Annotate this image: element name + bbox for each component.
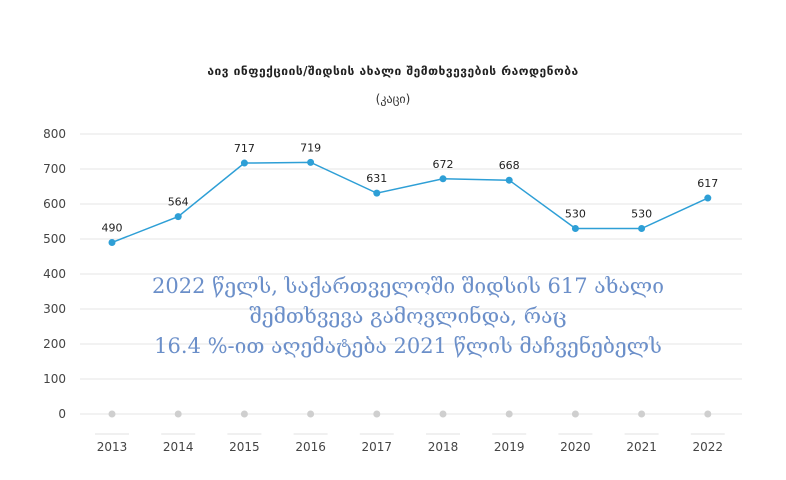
x-axis-dot <box>704 410 712 418</box>
data-label: 717 <box>234 142 255 155</box>
overlay-line-2: შემთხვევა გამოვლინდა, რაც <box>249 304 567 328</box>
data-point <box>108 239 116 246</box>
data-label: 617 <box>697 177 718 190</box>
overlay-line-3: 16.4 %-ით აღემატება 2021 წლის მაჩვენებელ… <box>154 334 662 358</box>
x-tick-label: 2020 <box>560 440 591 454</box>
x-tick-label: 2017 <box>362 440 393 454</box>
x-axis-dot <box>505 410 513 418</box>
x-axis-dot <box>638 410 646 418</box>
data-point <box>571 225 579 232</box>
x-axis-dot <box>307 410 315 418</box>
data-label: 564 <box>168 196 189 209</box>
y-tick-label: 400 <box>43 267 66 281</box>
y-tick-label: 600 <box>43 197 66 211</box>
data-point <box>439 175 447 183</box>
data-point <box>373 189 381 197</box>
data-label: 719 <box>300 141 321 154</box>
x-axis-dot <box>108 410 116 418</box>
x-tick-label: 2021 <box>626 440 657 454</box>
data-label: 672 <box>433 158 454 171</box>
y-tick-label: 200 <box>43 337 66 351</box>
y-tick-label: 0 <box>58 407 66 421</box>
data-point <box>638 225 646 232</box>
x-tick-label: 2015 <box>229 440 260 454</box>
x-axis-dot <box>373 410 381 418</box>
data-point <box>505 176 513 184</box>
overlay-line-1: 2022 წელს, საქართველოში შიდსის 617 ახალი <box>152 274 664 298</box>
y-tick-label: 300 <box>43 302 66 316</box>
data-point <box>240 159 248 167</box>
data-label: 530 <box>565 208 586 221</box>
y-tick-label: 800 <box>43 127 66 141</box>
series-line <box>111 161 709 244</box>
x-tick-label: 2016 <box>295 440 326 454</box>
y-tick-label: 500 <box>43 232 66 246</box>
data-point <box>174 213 182 221</box>
data-point <box>307 158 315 166</box>
chart-title: აივ ინფექციის/შიდსის ახალი შემთხვევების … <box>207 64 579 78</box>
x-tick-label: 2022 <box>693 440 724 454</box>
y-tick-label: 700 <box>43 162 66 176</box>
x-axis-dot <box>174 410 182 418</box>
x-tick-label: 2013 <box>97 440 128 454</box>
data-label: 490 <box>102 222 123 235</box>
x-tick-label: 2018 <box>428 440 459 454</box>
x-axis-dot <box>240 410 248 418</box>
x-axis-dot <box>571 410 579 418</box>
x-tick-label: 2014 <box>163 440 194 454</box>
data-label: 631 <box>366 172 387 185</box>
overlay-caption: 2022 წელს, საქართველოში შიდსის 617 ახალი… <box>103 271 713 361</box>
chart-subtitle: (კაცი) <box>375 92 411 106</box>
data-label: 668 <box>499 159 520 172</box>
data-label: 530 <box>631 208 652 221</box>
x-axis-dot <box>439 410 447 418</box>
y-tick-label: 100 <box>43 372 66 386</box>
x-tick-label: 2019 <box>494 440 525 454</box>
data-point <box>704 194 712 202</box>
